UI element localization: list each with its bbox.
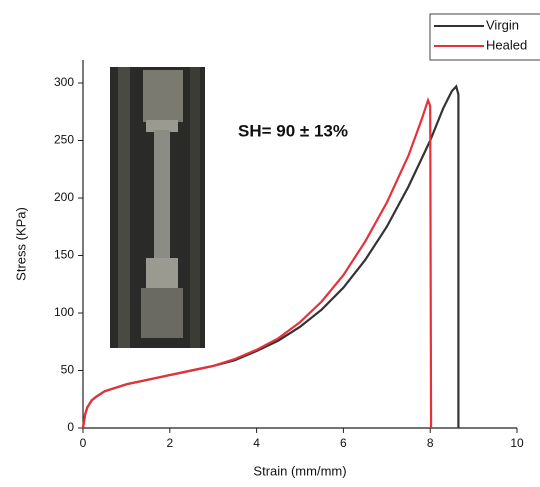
legend-label: Virgin xyxy=(486,17,519,32)
legend xyxy=(429,13,540,61)
y-tick-label: 100 xyxy=(54,305,74,319)
x-tick-label: 0 xyxy=(80,436,87,450)
legend-label: Healed xyxy=(486,37,527,52)
y-tick-label: 200 xyxy=(54,190,74,204)
x-tick-label: 10 xyxy=(510,436,524,450)
x-axis-label: Strain (mm/mm) xyxy=(253,463,346,478)
y-tick-label: 50 xyxy=(61,363,75,377)
y-tick-label: 250 xyxy=(54,133,74,147)
x-tick-label: 2 xyxy=(166,436,173,450)
series-line xyxy=(81,96,433,429)
y-axis-label: Stress (KPa) xyxy=(13,207,28,281)
y-tick-label: 150 xyxy=(54,248,74,262)
x-tick-label: 4 xyxy=(253,436,260,450)
y-tick-label: 300 xyxy=(54,75,74,89)
y-tick-label: 0 xyxy=(67,420,74,434)
x-tick-label: 6 xyxy=(340,436,347,450)
x-tick-label: 8 xyxy=(427,436,434,450)
annotation: SH= 90 ± 13% xyxy=(238,121,348,140)
inset-photo xyxy=(110,67,205,348)
